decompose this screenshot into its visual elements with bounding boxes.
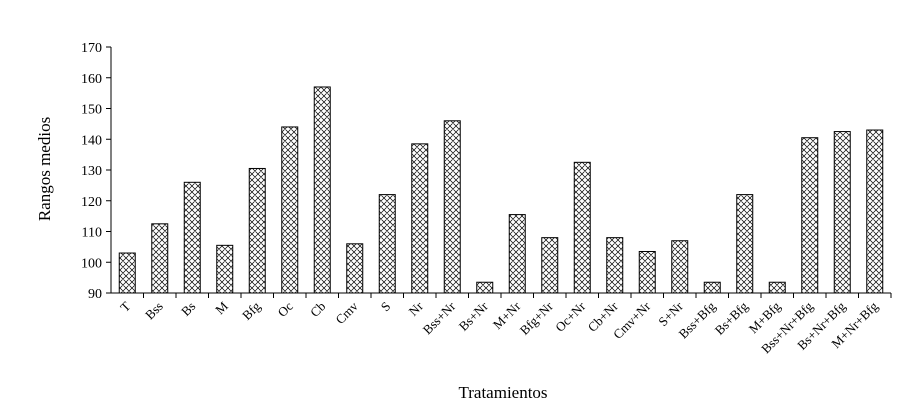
x-tick-label: Bs (178, 299, 198, 319)
bar-m-nr (508, 214, 526, 294)
bar-bss (151, 223, 169, 294)
bar-bss-bfg (703, 281, 721, 294)
x-tick-label: T (117, 298, 133, 314)
y-axis-title: Rangos medios (35, 117, 54, 221)
bar-t (118, 252, 136, 294)
y-tick-label: 130 (81, 164, 102, 179)
y-tick-label: 170 (81, 41, 102, 56)
x-tick-label: M (212, 298, 231, 317)
x-tick-label: Cb (307, 299, 328, 320)
bar-cb (313, 86, 331, 294)
x-tick-label: Cmv+Nr (610, 298, 654, 342)
y-tick-label: 120 (81, 195, 102, 210)
x-tick-label: Oc (275, 298, 296, 319)
y-tick-label: 90 (88, 287, 102, 302)
x-tick-label: Cmv (332, 298, 361, 327)
y-tick-label: 150 (81, 103, 102, 118)
bar-m (216, 244, 234, 294)
bar-cmv (346, 243, 364, 294)
y-tick-label: 140 (81, 133, 102, 148)
x-tick-label: Bfg+Nr (517, 298, 557, 338)
bar-oc-nr (573, 161, 591, 294)
bar-cmv-nr (638, 250, 656, 294)
bar-bs-nr (476, 281, 494, 294)
bar-s (378, 194, 396, 294)
x-tick-label: S (378, 299, 394, 315)
bar-bs (183, 181, 201, 294)
bar-oc (281, 126, 299, 294)
x-tick-label: Bs+Nr (456, 298, 492, 334)
x-tick-label: Bss (142, 299, 166, 323)
bar-m-nr-bfg (866, 129, 884, 294)
bar-m-bfg (768, 281, 786, 294)
bar-bss-nr (443, 120, 461, 294)
bar-bss-nr-bfg (801, 137, 819, 294)
x-tick-label: Bs+Bfg (712, 298, 752, 338)
x-tick-label: Bfg (239, 298, 264, 323)
bar-bs-bfg (736, 194, 754, 294)
x-tick-label: Bss+Bfg (676, 298, 719, 341)
x-tick-label: Nr (406, 298, 427, 319)
y-tick-label: 110 (82, 226, 102, 241)
bar-bs-nr-bfg (833, 131, 851, 294)
bar-cb-nr (606, 237, 624, 294)
x-tick-label: Oc+Nr (552, 298, 589, 335)
bar-s-nr (671, 240, 689, 294)
bar-bfg (248, 167, 266, 294)
y-tick-label: 160 (81, 72, 102, 87)
bar-nr (411, 143, 429, 294)
x-axis-title: Tratamientos (458, 383, 547, 402)
bar-bfg-nr (541, 237, 559, 294)
x-tick-label: Bss+Nr (420, 298, 459, 337)
y-tick-label: 100 (81, 256, 102, 271)
